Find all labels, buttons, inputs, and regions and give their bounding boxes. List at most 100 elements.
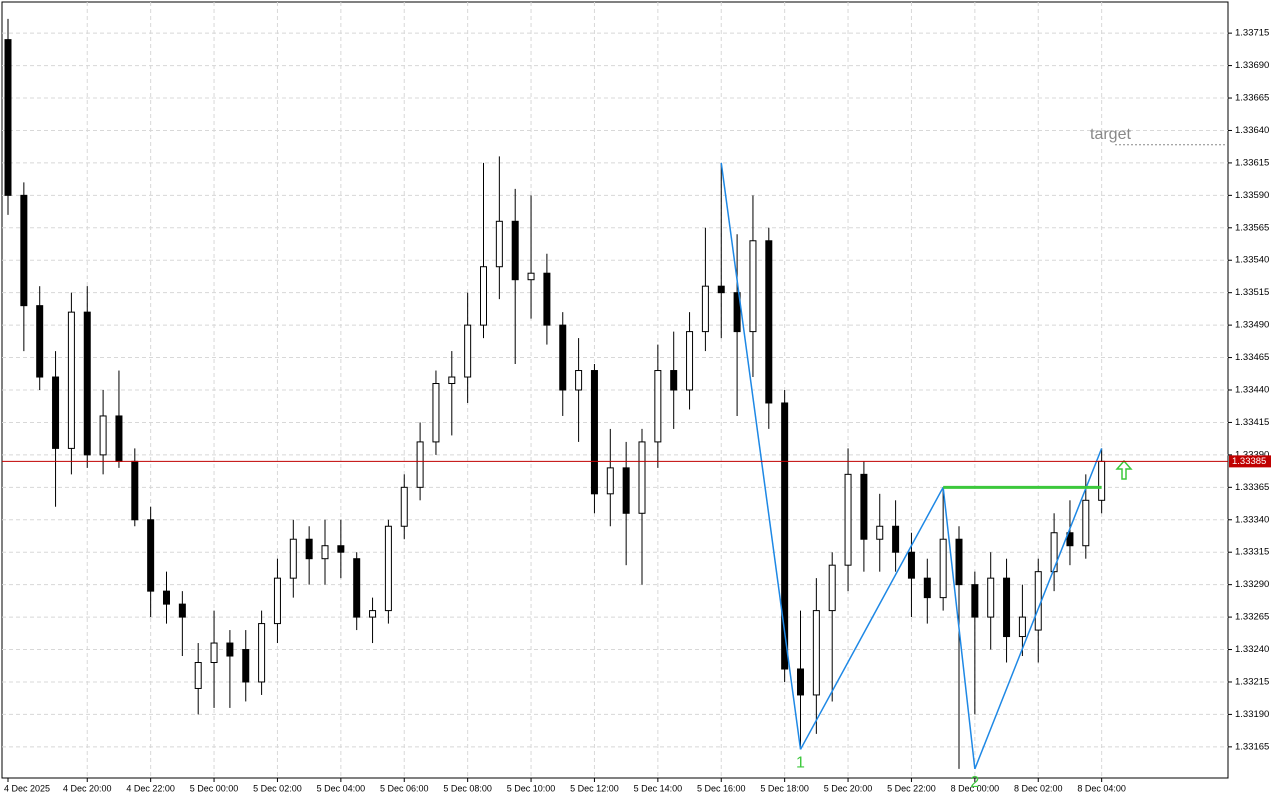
- x-tick-label: 4 Dec 20:00: [63, 783, 112, 793]
- y-tick-label: 1.33390: [1235, 449, 1269, 460]
- candle-body: [305, 538, 313, 560]
- candle-body: [543, 272, 551, 326]
- x-tick-label: 4 Dec 22:00: [126, 783, 175, 793]
- y-tick-label: 1.33515: [1235, 287, 1269, 298]
- candle-body: [432, 383, 440, 443]
- y-tick-label: 1.33415: [1235, 417, 1269, 428]
- candle-body: [1066, 532, 1074, 547]
- candle-body: [622, 467, 630, 514]
- candle-body: [147, 519, 155, 592]
- candle-body: [20, 194, 28, 307]
- candle-body: [353, 558, 361, 618]
- candle-body: [781, 402, 789, 670]
- candle-body: [844, 473, 852, 566]
- candle-body: [1018, 616, 1026, 638]
- candle-body: [670, 370, 678, 391]
- x-tick-label: 5 Dec 16:00: [697, 783, 746, 793]
- candle-body: [638, 441, 646, 514]
- y-tick-label: 1.33715: [1235, 28, 1269, 39]
- pattern-label: 1: [796, 755, 805, 772]
- candle-body: [1098, 460, 1106, 501]
- x-tick-label: 5 Dec 08:00: [443, 783, 492, 793]
- candle-body: [321, 545, 329, 560]
- candle-body: [939, 538, 947, 599]
- y-tick-label: 1.33365: [1235, 482, 1269, 493]
- candle-body: [876, 525, 884, 540]
- candle-body: [115, 415, 123, 462]
- y-tick-label: 1.33290: [1235, 579, 1269, 590]
- candle-body: [131, 460, 139, 521]
- y-tick-label: 1.33490: [1235, 320, 1269, 331]
- candle-body: [178, 603, 186, 618]
- y-tick-label: 1.33265: [1235, 612, 1269, 623]
- target-label: target: [1090, 126, 1131, 143]
- candle-body: [210, 642, 218, 664]
- candle-body: [606, 467, 614, 495]
- x-tick-label: 5 Dec 22:00: [887, 783, 936, 793]
- candle-body: [1050, 532, 1058, 573]
- candle-body: [971, 584, 979, 618]
- candle-body: [1003, 577, 1011, 638]
- candle-body: [242, 649, 250, 683]
- pattern-line: [974, 448, 1103, 770]
- pattern-label: 2: [970, 774, 979, 791]
- y-tick-label: 1.33565: [1235, 222, 1269, 233]
- x-tick-label: 8 Dec 02:00: [1014, 783, 1063, 793]
- x-tick-label: 5 Dec 04:00: [317, 783, 366, 793]
- candle-body: [527, 272, 535, 281]
- candle-body: [892, 525, 900, 553]
- x-tick-label: 5 Dec 06:00: [380, 783, 429, 793]
- candle-body: [828, 564, 836, 612]
- y-tick-label: 1.33615: [1235, 157, 1269, 168]
- candle-body: [860, 473, 868, 540]
- x-tick-label: 5 Dec 18:00: [760, 783, 809, 793]
- price-label-box: [1229, 455, 1271, 468]
- candle-body: [384, 525, 392, 612]
- pattern-line: [720, 162, 802, 750]
- y-tick-label: 1.33315: [1235, 547, 1269, 558]
- candle-body: [480, 266, 487, 326]
- candle-body: [4, 39, 12, 196]
- candle-body: [464, 324, 472, 378]
- candle-body: [369, 610, 377, 618]
- candle-body: [686, 331, 694, 391]
- candle-body: [67, 311, 75, 449]
- candle-body: [163, 590, 170, 605]
- x-tick-label: 5 Dec 12:00: [570, 783, 619, 793]
- candle-body: [337, 545, 345, 553]
- candle-body: [511, 220, 519, 281]
- pattern-line: [942, 487, 976, 770]
- candle-body: [99, 415, 107, 456]
- y-tick-label: 1.33540: [1235, 255, 1269, 266]
- pattern-line: [799, 486, 944, 750]
- candle-body: [955, 538, 963, 586]
- candle-body: [226, 642, 234, 657]
- candle-body: [36, 305, 44, 378]
- y-tick-label: 1.33240: [1235, 644, 1269, 655]
- candle-body: [1082, 499, 1090, 547]
- candle-body: [701, 285, 709, 333]
- candle-body: [749, 240, 757, 333]
- y-tick-label: 1.33640: [1235, 125, 1269, 136]
- candle-body: [559, 324, 567, 391]
- x-tick-label: 5 Dec 14:00: [634, 783, 683, 793]
- candle-body: [923, 577, 931, 599]
- x-tick-label: 5 Dec 10:00: [507, 783, 556, 793]
- price-label: 1.33385: [1232, 456, 1266, 467]
- y-tick-label: 1.33665: [1235, 93, 1269, 104]
- candle-body: [733, 292, 741, 333]
- candle-body: [765, 240, 773, 404]
- candle-body: [400, 486, 408, 527]
- x-tick-label: 5 Dec 00:00: [190, 783, 239, 793]
- buy-arrow: [1115, 459, 1133, 480]
- candle-body: [654, 370, 662, 443]
- x-tick-label: 8 Dec 00:00: [951, 783, 1000, 793]
- candle-body: [590, 370, 598, 495]
- candle-body: [575, 370, 583, 391]
- x-tick-label: 4 Dec 2025: [4, 783, 50, 793]
- candle-body: [194, 662, 202, 689]
- candle-body: [797, 668, 804, 696]
- y-tick-label: 1.33215: [1235, 676, 1269, 687]
